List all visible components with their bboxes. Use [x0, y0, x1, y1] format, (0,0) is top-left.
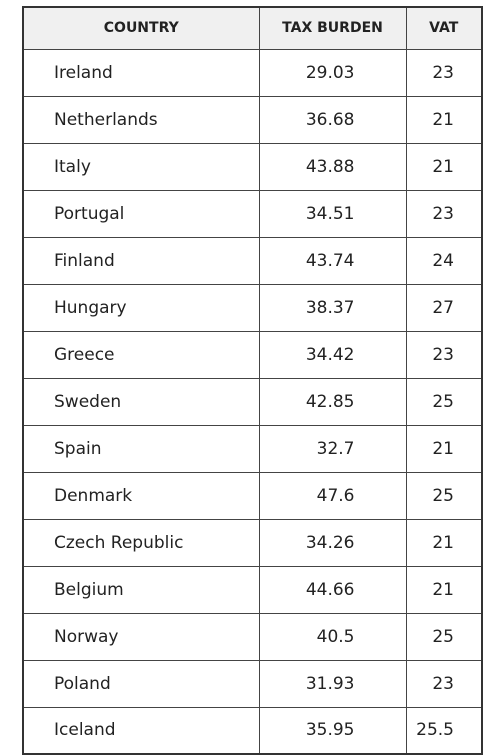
country-cell: Netherlands	[22, 95, 260, 144]
vat-cell: 21	[405, 424, 483, 473]
tax-burden-cell: 36.68	[258, 95, 407, 144]
country-cell: Iceland	[22, 706, 260, 755]
table-row: Czech Republic 34.26 21	[22, 518, 483, 567]
table-row: Spain 32.7 21	[22, 424, 483, 473]
tax-burden-cell: 43.88	[258, 142, 407, 191]
table-row: Greece 34.42 23	[22, 330, 483, 379]
tax-table: COUNTRY TAX BURDEN VAT Ireland 29.03 23 Nethe…	[22, 6, 483, 755]
vat-cell: 23	[405, 48, 483, 97]
table-row: Norway 40.5 25	[22, 612, 483, 661]
table-row: Denmark 47.6 25	[22, 471, 483, 520]
vat-cell: 24	[405, 236, 483, 285]
country-cell: Norway	[22, 612, 260, 661]
vat-cell: 23	[405, 189, 483, 238]
tax-burden-cell: 32.7	[258, 424, 407, 473]
table-body: Ireland 29.03 23 Netherlands 36.68 21 Italy 43.…	[22, 48, 483, 755]
table-row: Sweden 42.85 25	[22, 377, 483, 426]
vat-cell: 25	[405, 612, 483, 661]
table-row: Poland 31.93 23	[22, 659, 483, 708]
header-cell: TAX BURDEN	[258, 6, 407, 50]
tax-burden-cell: 43.74	[258, 236, 407, 285]
country-cell: Portugal	[22, 189, 260, 238]
tax-burden-cell: 34.42	[258, 330, 407, 379]
country-cell: Sweden	[22, 377, 260, 426]
table-row: Ireland 29.03 23	[22, 48, 483, 97]
tax-burden-cell: 44.66	[258, 565, 407, 614]
vat-cell: 25	[405, 471, 483, 520]
tax-burden-cell: 47.6	[258, 471, 407, 520]
table-row: Portugal 34.51 23	[22, 189, 483, 238]
tax-burden-cell: 29.03	[258, 48, 407, 97]
table-row: Italy 43.88 21	[22, 142, 483, 191]
table-row: Belgium 44.66 21	[22, 565, 483, 614]
table-row: Netherlands 36.68 21	[22, 95, 483, 144]
country-cell: Poland	[22, 659, 260, 708]
country-cell: Czech Republic	[22, 518, 260, 567]
tax-burden-cell: 34.51	[258, 189, 407, 238]
country-cell: Finland	[22, 236, 260, 285]
vat-cell: 21	[405, 95, 483, 144]
vat-cell: 27	[405, 283, 483, 332]
header-cell: COUNTRY	[22, 6, 260, 50]
tax-burden-cell: 38.37	[258, 283, 407, 332]
country-cell: Denmark	[22, 471, 260, 520]
country-cell: Greece	[22, 330, 260, 379]
vat-cell: 25.5	[405, 706, 483, 755]
header-row: COUNTRY TAX BURDEN VAT	[22, 6, 483, 50]
country-cell: Italy	[22, 142, 260, 191]
country-cell: Ireland	[22, 48, 260, 97]
tax-burden-cell: 42.85	[258, 377, 407, 426]
tax-burden-cell: 31.93	[258, 659, 407, 708]
vat-cell: 21	[405, 565, 483, 614]
table-row: Iceland 35.95 25.5	[22, 706, 483, 755]
header-cell: VAT	[405, 6, 483, 50]
country-cell: Hungary	[22, 283, 260, 332]
table-row: Hungary 38.37 27	[22, 283, 483, 332]
table-row: Finland 43.74 24	[22, 236, 483, 285]
country-cell: Belgium	[22, 565, 260, 614]
vat-cell: 21	[405, 518, 483, 567]
vat-cell: 21	[405, 142, 483, 191]
country-cell: Spain	[22, 424, 260, 473]
vat-cell: 25	[405, 377, 483, 426]
tax-burden-cell: 40.5	[258, 612, 407, 661]
tax-burden-cell: 34.26	[258, 518, 407, 567]
vat-cell: 23	[405, 330, 483, 379]
tax-burden-cell: 35.95	[258, 706, 407, 755]
vat-cell: 23	[405, 659, 483, 708]
